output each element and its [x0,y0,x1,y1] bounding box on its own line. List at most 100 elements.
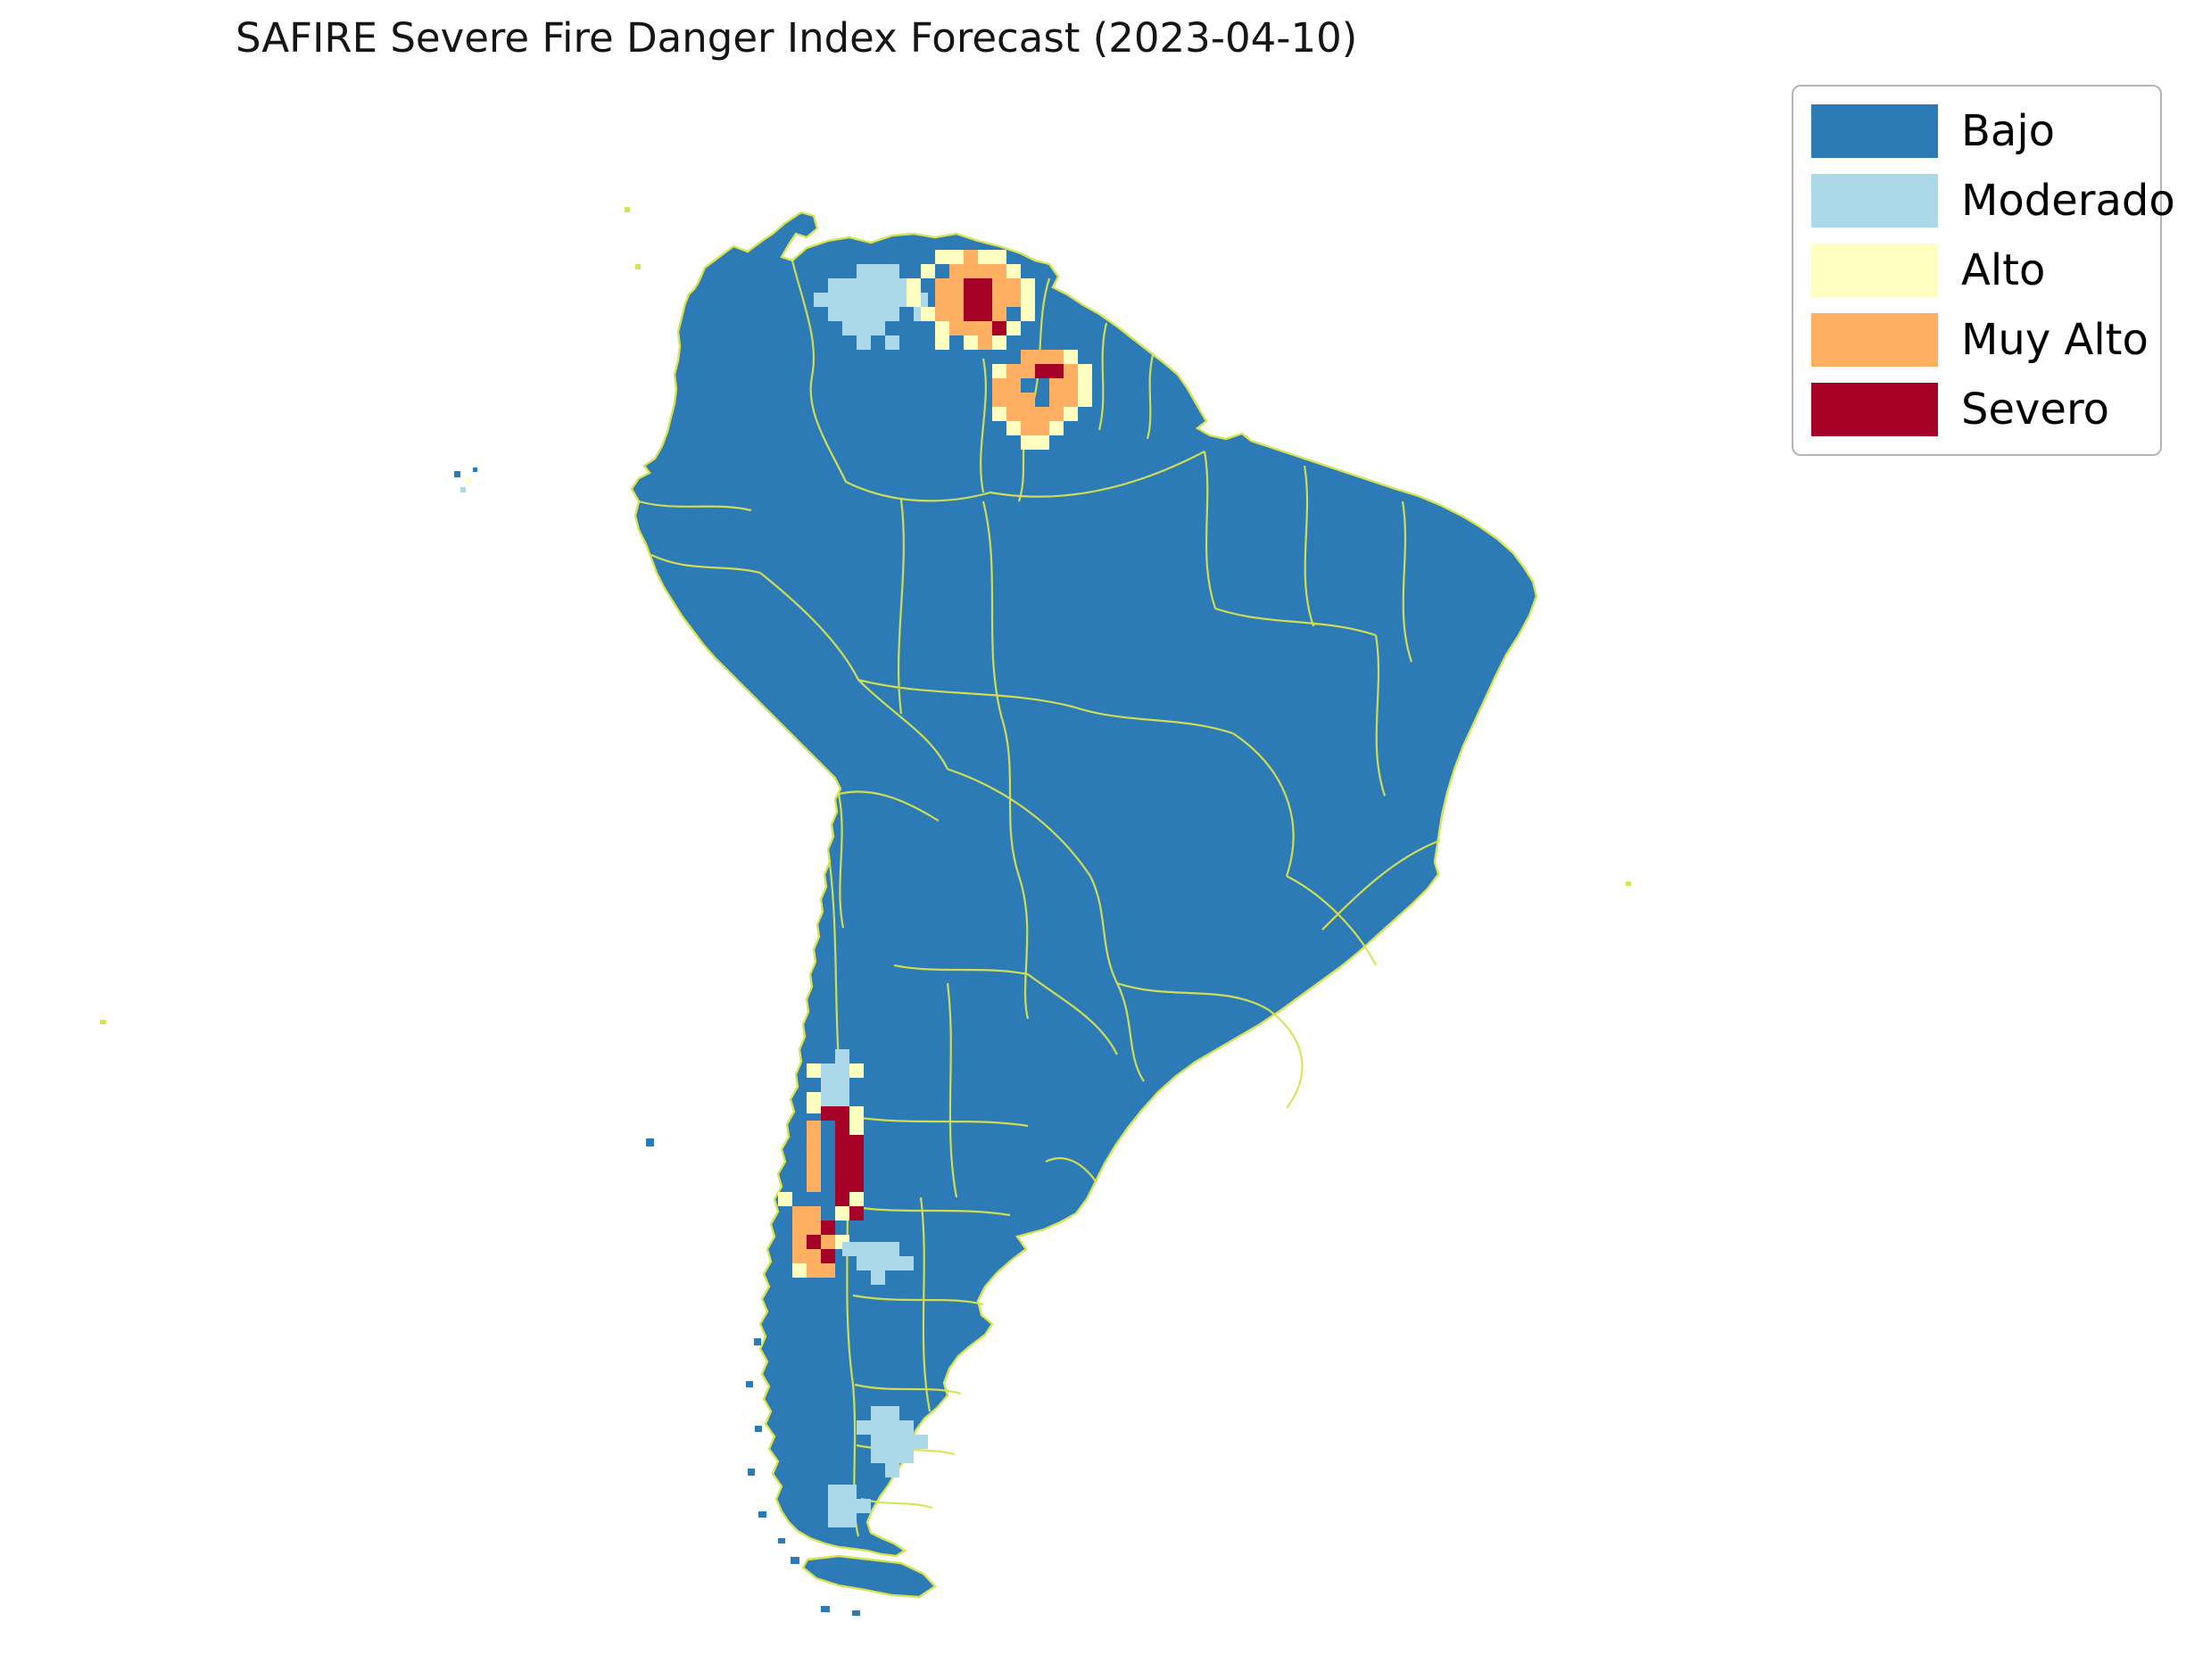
danger-cell [842,307,857,321]
danger-cell [914,1435,928,1449]
danger-cell [835,1078,849,1092]
danger-cell [792,1221,807,1235]
danger-cell [978,278,992,293]
danger-cell [1078,364,1092,378]
danger-cell [1021,421,1035,435]
map-speck [454,471,460,477]
danger-cell [807,1206,821,1221]
danger-cell [842,1242,857,1256]
danger-cell [964,250,978,264]
danger-cell [949,293,964,307]
danger-cell [935,307,949,321]
map-speck [646,1138,654,1146]
danger-cell [857,307,871,321]
danger-cell [1006,264,1021,278]
danger-cell [978,293,992,307]
danger-cell [885,1435,899,1449]
danger-cell [857,264,871,278]
legend-swatch [1811,174,1938,228]
legend-item: Severo [1811,383,2142,436]
danger-cell [814,293,828,307]
danger-cell [1021,307,1035,321]
danger-cell [871,1406,885,1420]
danger-cell [907,293,921,307]
map-speck [460,487,466,492]
danger-cell [964,293,978,307]
danger-cell [835,1149,849,1163]
danger-cell [849,1135,864,1149]
danger-cell [1006,364,1021,378]
danger-cell [842,293,857,307]
danger-cell [935,293,949,307]
danger-cell [835,1135,849,1149]
danger-cell [828,1485,842,1499]
danger-cell [899,1420,914,1435]
danger-cell [935,250,949,264]
danger-cell [807,1178,821,1192]
danger-cell [885,335,899,350]
danger-cell [1021,278,1035,293]
danger-cell [921,264,935,278]
danger-cell [992,407,1006,421]
map-speck [100,1020,106,1024]
map-speck [852,1610,860,1616]
danger-cell [964,321,978,335]
danger-cell [835,1192,849,1206]
danger-cell [885,293,899,307]
danger-cell [807,1063,821,1078]
danger-cell [964,307,978,321]
danger-cell [807,1149,821,1163]
danger-cell [1021,350,1035,364]
danger-cell [871,1449,885,1463]
danger-cell [907,278,921,293]
danger-cell [871,1435,885,1449]
legend-item: Moderado [1811,174,2175,228]
danger-cell [835,1163,849,1178]
danger-cell [807,1235,821,1249]
danger-cell [1006,393,1021,407]
legend: Bajo Moderado Alto Muy Alto Severo [1792,85,2175,456]
danger-cell [1006,278,1021,293]
danger-cell [857,1420,871,1435]
danger-cell [821,1221,835,1235]
legend-swatch [1811,244,1938,297]
danger-cell [807,1121,821,1135]
danger-cell [899,1256,914,1270]
danger-cell [1049,407,1064,421]
legend-swatch [1811,383,1938,436]
danger-cell [949,264,964,278]
danger-cell [1021,293,1035,307]
danger-cell [1049,364,1064,378]
danger-cell [992,378,1006,393]
danger-cell [1006,378,1021,393]
danger-cell [857,1242,871,1256]
danger-cell [949,250,964,264]
legend-swatch [1811,104,1938,158]
danger-cell [871,307,885,321]
danger-cell [1006,293,1021,307]
danger-cell [1035,407,1049,421]
admin-boundaries [638,260,1441,1537]
map-speck [778,1192,792,1206]
danger-cell [828,1513,842,1527]
map-speck [635,264,641,269]
legend-label: Alto [1961,244,2046,295]
danger-cell [964,278,978,293]
danger-cell [835,1121,849,1135]
danger-cell [835,1206,849,1221]
danger-cell [964,264,978,278]
danger-cell [842,1499,857,1513]
map-speck [473,468,477,472]
danger-cell [1035,350,1049,364]
danger-cell [978,307,992,321]
danger-cell [992,264,1006,278]
danger-cell [1006,407,1021,421]
danger-cell [949,307,964,321]
danger-cell [885,278,899,293]
danger-cell [821,1263,835,1278]
danger-cell [992,321,1006,335]
danger-cell [792,1249,807,1263]
danger-cell [885,307,899,321]
danger-cell [1021,407,1035,421]
